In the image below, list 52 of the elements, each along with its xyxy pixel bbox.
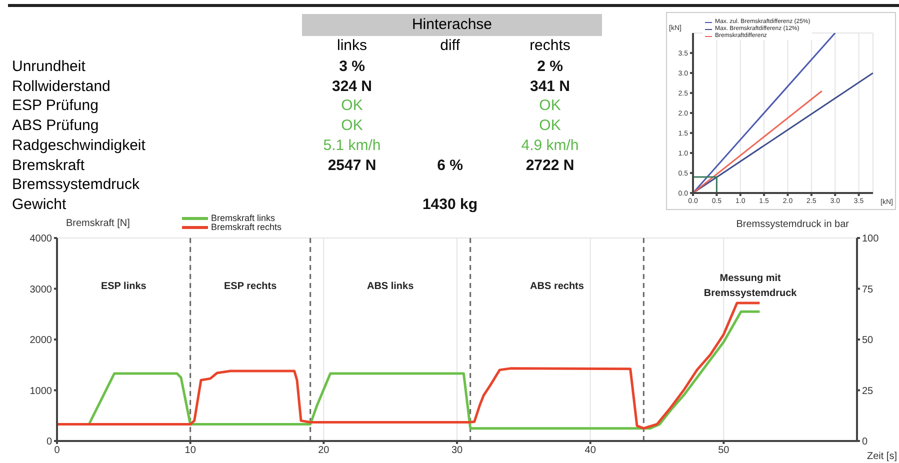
annotation: ESP rechts	[224, 280, 278, 292]
x-axis-title: Zeit [s]	[866, 451, 897, 462]
legend-label: Bremskraft links	[211, 213, 276, 223]
y2-axis-title: Bremssystemdruck in bar	[736, 219, 849, 230]
y2-tick-label: 100	[862, 234, 880, 245]
y2-tick-label: 50	[862, 335, 874, 346]
text: 2 %	[537, 58, 563, 75]
category-label: Radgeschwindigkeit	[12, 136, 146, 154]
text: 1430 kg	[422, 196, 478, 213]
text: 3 %	[339, 58, 365, 75]
category-label: ESP Prüfung	[12, 97, 98, 114]
text: 341 N	[530, 78, 570, 95]
category-label: diff	[439, 37, 461, 54]
x-tick-label: 30	[451, 445, 463, 456]
y-tick-label: 3000	[30, 284, 52, 296]
text: 5.1 km/h	[323, 136, 381, 154]
text: 4.9 km/h	[521, 136, 579, 154]
category-label: rechts	[528, 37, 572, 54]
category-label: Rollwiderstand	[12, 78, 110, 95]
x-tick-label: 0	[54, 445, 60, 456]
category-label: Gewicht	[12, 196, 66, 213]
text: OK	[539, 117, 561, 134]
text: 2547 N	[328, 156, 376, 174]
text: OK	[341, 117, 363, 134]
category-label: Unrundheit	[12, 58, 86, 75]
y-tick-label: 0	[46, 436, 52, 448]
category-label: ABS Prüfung	[12, 117, 99, 134]
x-tick-label: 10	[184, 445, 196, 456]
y2-tick-label: 25	[862, 386, 874, 397]
text: OK	[341, 97, 363, 114]
x-tick-label: 40	[584, 445, 596, 456]
text: Hinterachse	[302, 14, 602, 36]
annotation: ESP links	[100, 280, 147, 292]
x-tick-label: 20	[318, 445, 330, 456]
x-tick-label: 50	[718, 445, 730, 456]
y2-tick-label: 75	[862, 284, 874, 296]
legend-label: Bremskraft rechts	[211, 222, 282, 232]
text: 6 %	[437, 156, 463, 174]
annotation: ABS links	[366, 280, 414, 292]
category-label: Bremskraft	[12, 156, 85, 174]
y2-tick-label: 0	[862, 436, 868, 448]
y-tick-label: 4000	[30, 234, 52, 245]
text: 324 N	[332, 78, 372, 95]
category-label: links	[336, 37, 368, 54]
text: 2722 N	[526, 156, 574, 174]
annotation: ABS rechts	[530, 280, 584, 292]
y-tick-label: 1000	[30, 386, 52, 397]
annotation: Messung mit Bremssystemdruck	[704, 272, 798, 299]
y-axis-title: Bremskraft [N]	[66, 218, 130, 229]
category-label: Bremssystemdruck	[12, 176, 140, 194]
text: OK	[539, 97, 561, 114]
y-tick-label: 2000	[30, 335, 52, 346]
